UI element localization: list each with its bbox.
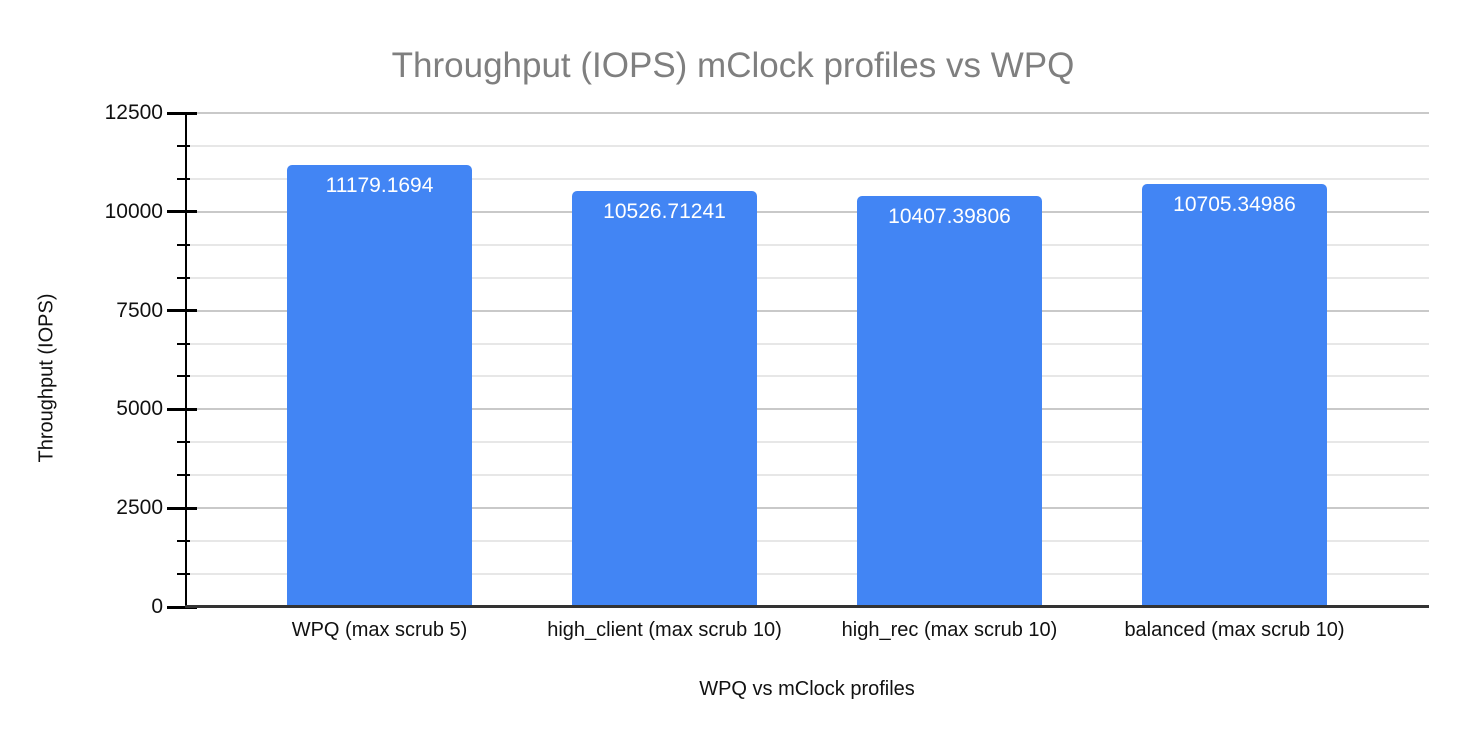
plot-area: 11179.1694 10526.71241 10407.39806 10705.34… <box>167 111 1429 609</box>
bar-slot: 10705.34986 <box>1092 113 1377 607</box>
minor-gridline <box>187 243 1429 246</box>
y-tick-label: 0 <box>151 595 163 618</box>
y-major-tick <box>167 111 197 115</box>
minor-gridline <box>187 375 1429 378</box>
y-minor-tick <box>177 177 190 180</box>
y-minor-tick <box>177 573 190 576</box>
category-label: high_rec (max scrub 10) <box>841 619 1058 641</box>
bar: 11179.1694 <box>287 165 472 607</box>
y-major-tick <box>167 407 197 411</box>
bar-value-label: 10705.34986 <box>1173 192 1296 216</box>
category-label: high_client (max scrub 10) <box>547 619 782 641</box>
y-minor-tick <box>177 441 190 444</box>
bars-group: 11179.1694 10526.71241 10407.39806 10705.34… <box>237 113 1377 607</box>
category-label: WPQ (max scrub 5) <box>291 619 468 641</box>
minor-gridline <box>187 573 1429 576</box>
bar: 10407.39806 <box>857 195 1042 607</box>
y-minor-tick <box>177 474 190 477</box>
minor-gridline <box>187 540 1429 543</box>
y-tick-label: 2500 <box>116 496 163 520</box>
major-gridline <box>187 112 1429 114</box>
y-axis-line <box>185 113 187 607</box>
minor-gridline <box>187 441 1429 444</box>
minor-gridline <box>187 144 1429 147</box>
bar-slot: 10407.39806 <box>807 113 1092 607</box>
bar-value-label: 10526.71241 <box>603 200 726 223</box>
y-major-tick <box>167 309 197 313</box>
y-tick-label: 10000 <box>104 199 163 223</box>
bar: 10705.34986 <box>1142 183 1327 607</box>
y-tick-label: 5000 <box>116 397 163 421</box>
y-minor-tick <box>177 144 190 147</box>
minor-gridline <box>187 474 1429 477</box>
y-major-tick <box>167 605 197 609</box>
major-gridline <box>187 408 1429 411</box>
minor-gridline <box>187 276 1429 279</box>
x-axis-title: WPQ vs mClock profiles <box>699 678 915 700</box>
major-gridline <box>187 210 1429 213</box>
y-tick-label: 7500 <box>116 298 163 322</box>
y-minor-tick <box>177 243 190 246</box>
bar-value-label: 11179.1694 <box>325 174 434 198</box>
bar: 10526.71241 <box>572 191 757 607</box>
major-gridline <box>187 309 1429 312</box>
bar-slot: 10526.71241 <box>522 113 807 607</box>
y-tick-label: 12500 <box>104 101 163 124</box>
minor-gridline <box>187 342 1429 345</box>
y-tick-labels: 0 2500 5000 7500 10000 12500 <box>0 101 163 618</box>
major-gridline <box>187 507 1429 510</box>
bar-value-label: 10407.39806 <box>888 204 1011 228</box>
category-labels: WPQ (max scrub 5) high_client (max scrub … <box>185 619 1429 642</box>
y-minor-tick <box>177 540 190 543</box>
y-major-tick <box>167 210 197 214</box>
category-label: balanced (max scrub 10) <box>1124 619 1345 641</box>
y-minor-tick <box>177 342 190 345</box>
minor-gridline <box>187 177 1429 180</box>
y-major-tick <box>167 506 197 510</box>
y-minor-tick <box>177 276 190 279</box>
bar-slot: 11179.1694 <box>237 113 522 607</box>
chart-title: Throughput (IOPS) mClock profiles vs WPQ <box>391 46 1075 85</box>
x-axis-baseline <box>185 605 1429 608</box>
y-minor-tick <box>177 375 190 378</box>
